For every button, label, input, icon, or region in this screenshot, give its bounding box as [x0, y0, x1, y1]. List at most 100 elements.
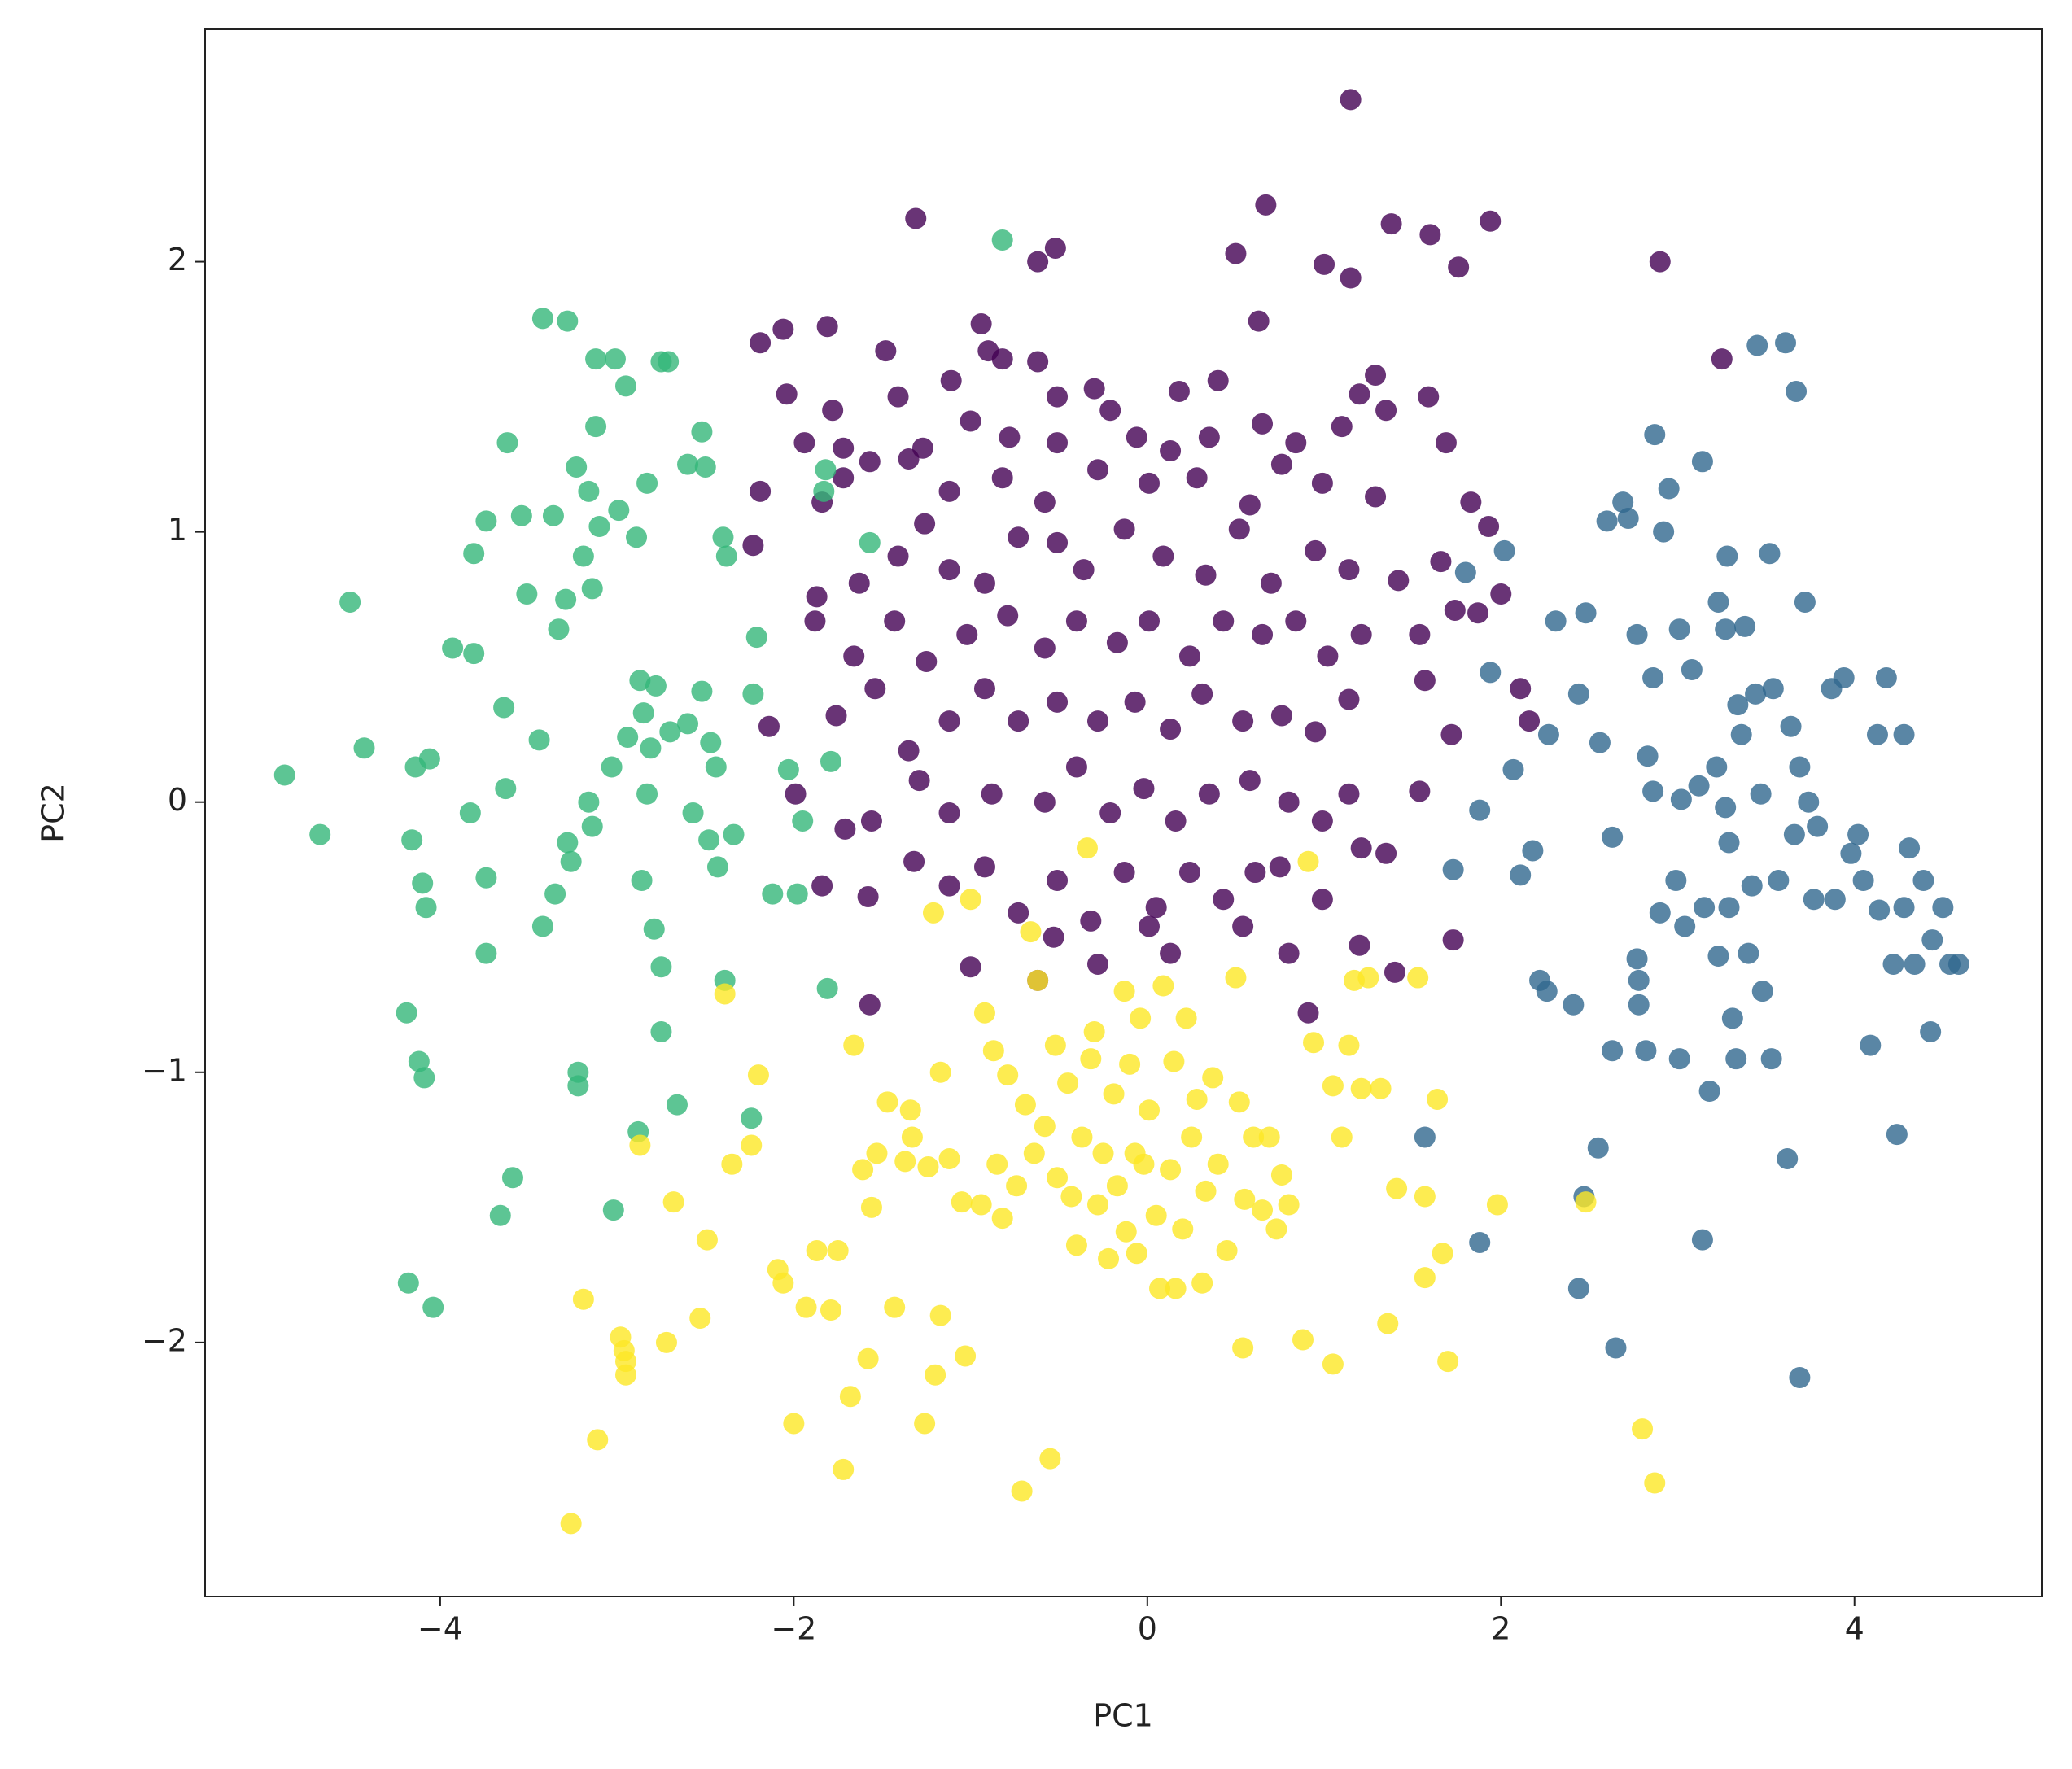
point — [1027, 351, 1049, 373]
point — [852, 1159, 874, 1181]
point — [1706, 756, 1728, 778]
point — [723, 823, 745, 845]
point — [857, 1347, 879, 1369]
point — [1350, 1077, 1372, 1099]
point — [1044, 1034, 1066, 1056]
point — [793, 432, 815, 454]
point — [1065, 756, 1087, 778]
point — [666, 1094, 688, 1116]
point — [1234, 1188, 1256, 1210]
point — [1716, 545, 1738, 567]
point — [1414, 1267, 1436, 1289]
point — [1602, 826, 1624, 848]
point — [632, 702, 654, 724]
point — [1741, 875, 1763, 897]
point — [1486, 1194, 1508, 1216]
point — [560, 1513, 582, 1535]
point — [1034, 491, 1056, 513]
point — [412, 872, 434, 894]
point — [1807, 815, 1829, 837]
point — [811, 875, 833, 897]
point — [691, 421, 713, 443]
point — [1409, 623, 1431, 645]
point — [1789, 756, 1811, 778]
point — [560, 850, 582, 872]
point — [1642, 666, 1664, 688]
point — [804, 610, 826, 632]
point — [1519, 710, 1541, 732]
point — [1232, 915, 1254, 937]
point — [1243, 1126, 1265, 1148]
point — [1775, 332, 1797, 354]
point — [1160, 719, 1182, 740]
point — [1644, 424, 1666, 446]
point — [1311, 889, 1333, 911]
point — [682, 802, 704, 823]
point — [876, 1091, 898, 1113]
point — [1083, 378, 1105, 400]
point — [1278, 942, 1300, 964]
point — [489, 1204, 511, 1226]
point — [1783, 823, 1805, 845]
point — [1145, 897, 1167, 919]
point — [973, 678, 995, 700]
point — [557, 310, 579, 332]
point — [1305, 539, 1327, 561]
point — [700, 732, 722, 753]
point — [566, 456, 588, 478]
point — [1510, 678, 1532, 700]
point — [1502, 758, 1524, 780]
point — [776, 383, 798, 405]
point — [1707, 945, 1729, 967]
point — [1265, 1218, 1287, 1240]
point — [1195, 564, 1217, 586]
point — [1921, 929, 1943, 951]
point — [555, 588, 577, 610]
point — [1198, 783, 1220, 805]
point — [528, 729, 550, 751]
point — [1628, 994, 1650, 1016]
point — [1186, 467, 1208, 489]
point — [1008, 902, 1029, 924]
point — [1160, 942, 1182, 964]
point — [1225, 967, 1247, 989]
point — [1099, 400, 1121, 422]
point — [1014, 1094, 1036, 1116]
point — [887, 386, 909, 408]
point — [696, 1229, 718, 1251]
point — [1694, 897, 1716, 919]
point — [1563, 994, 1585, 1016]
point — [997, 605, 1019, 627]
point — [1160, 1159, 1182, 1181]
point — [401, 829, 423, 851]
point — [1587, 1137, 1609, 1159]
point — [898, 740, 920, 762]
point — [1060, 1186, 1082, 1208]
point — [1047, 386, 1069, 408]
point — [1575, 602, 1597, 624]
point — [816, 316, 838, 338]
point — [1721, 1007, 1743, 1029]
point — [986, 1153, 1008, 1175]
point — [1248, 310, 1270, 332]
point — [1751, 981, 1773, 1002]
point — [1840, 842, 1862, 864]
point — [1331, 416, 1353, 438]
point — [463, 543, 485, 565]
point — [1113, 981, 1135, 1002]
point — [581, 815, 603, 837]
point — [1168, 380, 1190, 402]
point — [1006, 1175, 1028, 1197]
y-axis-label: PC2 — [36, 783, 72, 843]
point — [475, 510, 497, 532]
point — [629, 670, 651, 692]
point — [1386, 1177, 1408, 1199]
point — [1092, 1142, 1114, 1164]
point — [792, 810, 814, 832]
point — [938, 559, 960, 581]
point — [973, 572, 995, 594]
point — [973, 856, 995, 878]
point — [1480, 662, 1502, 684]
point — [1711, 348, 1733, 370]
point — [1297, 850, 1319, 872]
